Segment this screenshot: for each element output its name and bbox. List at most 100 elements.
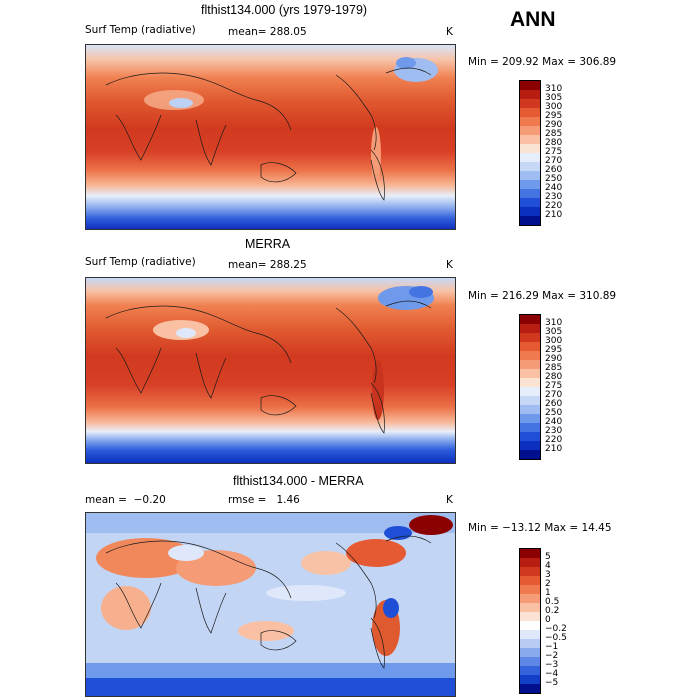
colorbar-swatch bbox=[520, 360, 540, 369]
colorbar-tick: 305 bbox=[545, 93, 563, 103]
mean-label: mean= 288.25 bbox=[228, 259, 307, 271]
colorbar-swatch bbox=[520, 189, 540, 198]
colorbar-swatch bbox=[520, 162, 540, 171]
colorbar-tick: 295 bbox=[545, 111, 563, 121]
colorbar-tick: 2 bbox=[545, 579, 551, 589]
colorbar-tick: 230 bbox=[545, 192, 563, 202]
mean-label: mean= 288.05 bbox=[228, 26, 307, 38]
colorbar-swatch bbox=[520, 396, 540, 405]
colorbar-tick: 305 bbox=[545, 327, 563, 337]
colorbar-swatch bbox=[520, 216, 540, 225]
colorbar-swatch bbox=[520, 207, 540, 216]
colorbar-tick: 290 bbox=[545, 354, 563, 364]
colorbar bbox=[519, 314, 541, 460]
colorbar-tick: 280 bbox=[545, 138, 563, 148]
colorbar-swatch bbox=[520, 81, 540, 90]
colorbar-swatch bbox=[520, 594, 540, 603]
colorbar-swatch bbox=[520, 603, 540, 612]
colorbar-swatch bbox=[520, 576, 540, 585]
mean-value: −0.20 bbox=[133, 494, 166, 506]
colorbar-swatch bbox=[520, 315, 540, 324]
colorbar-swatch bbox=[520, 639, 540, 648]
colorbar-tick: −3 bbox=[545, 660, 559, 670]
colorbar-tick: −4 bbox=[545, 669, 559, 679]
colorbar-tick: 240 bbox=[545, 183, 563, 193]
colorbar-tick: 0 bbox=[545, 615, 551, 625]
colorbar-swatch bbox=[520, 99, 540, 108]
colorbar-swatch bbox=[520, 432, 540, 441]
colorbar-swatch bbox=[520, 180, 540, 189]
colorbar-tick: 220 bbox=[545, 435, 563, 445]
colorbar-tick: 210 bbox=[545, 444, 563, 454]
colorbar-swatch bbox=[520, 135, 540, 144]
units-label: K bbox=[446, 494, 453, 506]
colorbar-swatch bbox=[520, 378, 540, 387]
colorbar-tick: 0.2 bbox=[545, 606, 560, 616]
colorbar bbox=[519, 548, 541, 694]
colorbar-swatch bbox=[520, 90, 540, 99]
colorbar-tick: 210 bbox=[545, 210, 563, 220]
units-label: K bbox=[446, 259, 453, 271]
colorbar-tick: 3 bbox=[545, 570, 551, 580]
colorbar-tick: 285 bbox=[545, 129, 563, 139]
panel-title: flthist134.000 - MERRA bbox=[233, 474, 364, 488]
colorbar-swatch bbox=[520, 630, 540, 639]
colorbar-tick: 250 bbox=[545, 174, 563, 184]
units-label: K bbox=[446, 26, 453, 38]
colorbar-tick: 310 bbox=[545, 318, 563, 328]
colorbar-tick: −5 bbox=[545, 678, 559, 688]
mean-value: 288.05 bbox=[269, 26, 307, 38]
colorbar-tick: 275 bbox=[545, 381, 563, 391]
colorbar-swatch bbox=[520, 567, 540, 576]
rmse-label: rmse = 1.46 bbox=[228, 494, 300, 506]
colorbar-swatch bbox=[520, 108, 540, 117]
colorbar-swatch bbox=[520, 324, 540, 333]
colorbar-swatch bbox=[520, 423, 540, 432]
colorbar-swatch bbox=[520, 648, 540, 657]
colorbar-tick: 285 bbox=[545, 363, 563, 373]
colorbar-tick: 220 bbox=[545, 201, 563, 211]
colorbar-tick: 270 bbox=[545, 156, 563, 166]
colorbar-swatch bbox=[520, 549, 540, 558]
colorbar-tick: 250 bbox=[545, 408, 563, 418]
colorbar-tick: 310 bbox=[545, 84, 563, 94]
colorbar-tick: 260 bbox=[545, 399, 563, 409]
variable-label: Surf Temp (radiative) bbox=[85, 256, 196, 268]
colorbar-swatch bbox=[520, 675, 540, 684]
colorbar-tick: 280 bbox=[545, 372, 563, 382]
rmse-value: 1.46 bbox=[276, 494, 300, 506]
colorbar bbox=[519, 80, 541, 226]
colorbar-swatch bbox=[520, 153, 540, 162]
colorbar-tick: 1 bbox=[545, 588, 551, 598]
colorbar-swatch bbox=[520, 585, 540, 594]
colorbar-swatch bbox=[520, 657, 540, 666]
minmax-label: Min = −13.12 Max = 14.45 bbox=[468, 522, 612, 534]
season-label: ANN bbox=[510, 8, 556, 31]
colorbar-swatch bbox=[520, 333, 540, 342]
colorbar-tick: −2 bbox=[545, 651, 559, 661]
map-difference bbox=[85, 512, 456, 697]
colorbar-tick: 270 bbox=[545, 390, 563, 400]
minmax-label: Min = 209.92 Max = 306.89 bbox=[468, 56, 617, 68]
minmax-label: Min = 216.29 Max = 310.89 bbox=[468, 290, 617, 302]
colorbar-swatch bbox=[520, 198, 540, 207]
colorbar-swatch bbox=[520, 558, 540, 567]
panel-title: MERRA bbox=[245, 237, 291, 251]
colorbar-swatch bbox=[520, 621, 540, 630]
mean-value: 288.25 bbox=[269, 259, 307, 271]
colorbar-swatch bbox=[520, 405, 540, 414]
colorbar-swatch bbox=[520, 126, 540, 135]
colorbar-swatch bbox=[520, 387, 540, 396]
colorbar-swatch bbox=[520, 441, 540, 450]
mean-label: mean = −0.20 bbox=[85, 494, 166, 506]
colorbar-tick: −0.5 bbox=[545, 633, 567, 643]
colorbar-tick: 295 bbox=[545, 345, 563, 355]
colorbar-tick: −0.2 bbox=[545, 624, 567, 634]
colorbar-tick: 240 bbox=[545, 417, 563, 427]
colorbar-swatch bbox=[520, 144, 540, 153]
colorbar-swatch bbox=[520, 117, 540, 126]
colorbar-tick: 260 bbox=[545, 165, 563, 175]
map-model bbox=[85, 44, 456, 230]
colorbar-tick: 300 bbox=[545, 336, 563, 346]
colorbar-swatch bbox=[520, 351, 540, 360]
